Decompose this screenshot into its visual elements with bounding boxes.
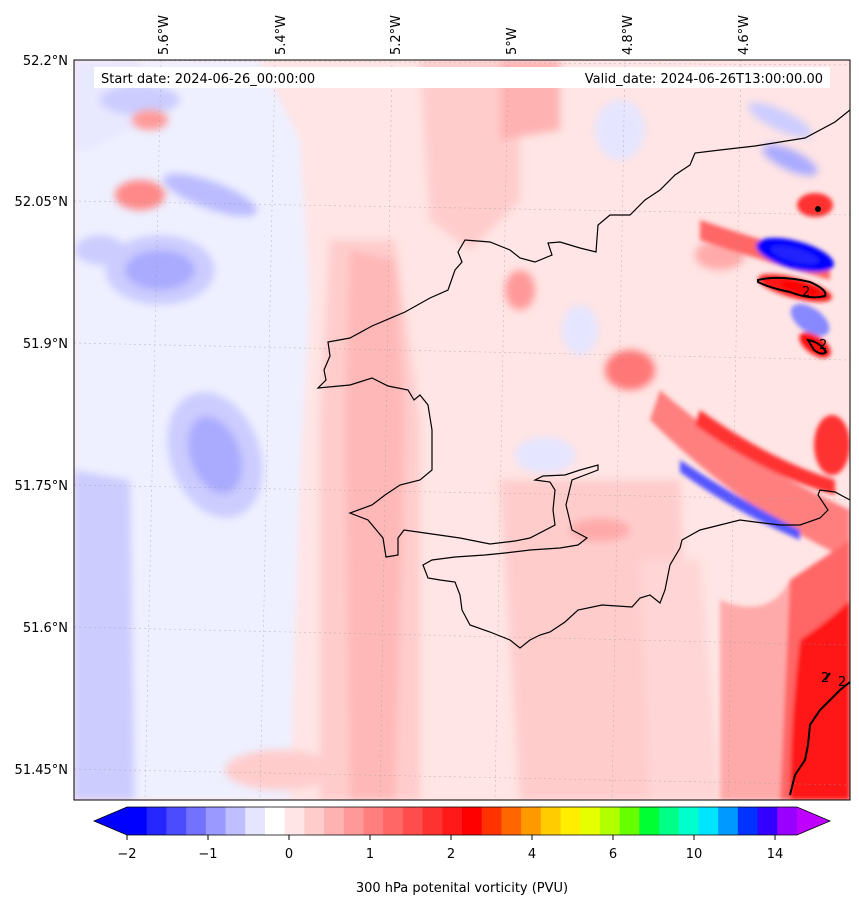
colorbar-cell xyxy=(560,807,581,835)
colorbar-cells xyxy=(127,807,798,835)
map-frame xyxy=(73,59,851,801)
colorbar-cell xyxy=(481,807,502,835)
colorbar-cell xyxy=(698,807,719,835)
colorbar-cell xyxy=(343,807,364,835)
colorbar: −2 −1 0 1 2 4 6 10 14 300 hPa potenital vorticit… xyxy=(92,806,832,896)
colorbar-cell xyxy=(166,807,187,835)
colorbar-cell xyxy=(264,807,286,835)
lon-label: 5.2°W xyxy=(389,15,404,55)
colorbar-cell xyxy=(757,807,778,835)
pv-field: 2 2 2 2 xyxy=(74,60,850,800)
colorbar-cell xyxy=(383,807,404,835)
lon-label: 4.8°W xyxy=(621,15,636,55)
contour-label: 2 xyxy=(838,675,846,690)
colorbar-cell xyxy=(501,807,522,835)
colorbar-tick-label: 14 xyxy=(767,847,784,862)
lat-label: 51.9°N xyxy=(23,337,68,352)
colorbar-cell xyxy=(718,807,739,835)
contour-label: 2 xyxy=(819,338,827,353)
negative-pv-regions xyxy=(74,60,818,800)
eastern-pv-streaks xyxy=(650,193,850,800)
colorbar-ticks: −2 −1 0 1 2 4 6 10 14 xyxy=(117,835,783,862)
colorbar-cell xyxy=(245,807,266,835)
lat-label: 51.75°N xyxy=(15,479,68,494)
colorbar-cell xyxy=(146,807,167,835)
lon-label: 5.6°W xyxy=(157,15,172,55)
colorbar-cell xyxy=(284,807,305,835)
colorbar-tick-label: 10 xyxy=(686,847,703,862)
positive-pv-bands xyxy=(115,60,745,800)
colorbar-cell xyxy=(639,807,660,835)
colorbar-cell xyxy=(304,807,325,835)
lon-label: 5°W xyxy=(505,27,520,55)
start-date-text: Start date: 2024-06-26_00:00:00 xyxy=(101,72,315,87)
colorbar-tick-label: −1 xyxy=(198,847,217,862)
colorbar-cell xyxy=(363,807,384,835)
colorbar-cell xyxy=(186,807,207,835)
colorbar-cell xyxy=(402,807,424,835)
contour-label: 2 xyxy=(821,671,829,686)
colorbar-cell xyxy=(462,807,483,835)
colorbar-cell xyxy=(324,807,345,835)
colorbar-under-arrow xyxy=(94,807,127,835)
colorbar-cell xyxy=(678,807,699,835)
colorbar-cell xyxy=(127,807,148,835)
graticule xyxy=(74,60,850,800)
colorbar-cell xyxy=(225,807,246,835)
pv-2-contours xyxy=(757,206,850,796)
colorbar-cell xyxy=(422,807,443,835)
lat-label: 51.6°N xyxy=(23,621,68,636)
colorbar-cell xyxy=(737,807,759,835)
colorbar-cell xyxy=(442,807,463,835)
colorbar-tick-label: 0 xyxy=(285,847,293,862)
colorbar-tick-label: −2 xyxy=(117,847,136,862)
coastline xyxy=(316,109,850,649)
lat-label: 52.05°N xyxy=(15,195,68,210)
colorbar-title: 300 hPa potenital vorticity (PVU) xyxy=(356,881,568,896)
lat-label: 52.2°N xyxy=(23,54,68,69)
colorbar-cell xyxy=(580,807,601,835)
header-bar xyxy=(94,67,830,88)
colorbar-cell xyxy=(659,807,680,835)
colorbar-cell xyxy=(205,807,227,835)
lon-tick-labels: 5.6°W 5.4°W 5.2°W 5°W 4.8°W 4.6°W xyxy=(157,15,752,55)
colorbar-tick-label: 2 xyxy=(447,847,455,862)
lon-label: 4.6°W xyxy=(737,15,752,55)
lat-tick-labels: 52.2°N 52.05°N 51.9°N 51.75°N 51.6°N 51.… xyxy=(15,54,68,778)
colorbar-cell xyxy=(619,807,640,835)
colorbar-cell xyxy=(599,807,621,835)
colorbar-cell xyxy=(521,807,542,835)
colorbar-tick-label: 6 xyxy=(609,847,617,862)
colorbar-cell xyxy=(777,807,798,835)
colorbar-tick-label: 1 xyxy=(366,847,374,862)
colorbar-cell xyxy=(540,807,562,835)
contour-label: 2 xyxy=(802,285,810,300)
colorbar-over-arrow xyxy=(797,807,830,835)
lon-label: 5.4°W xyxy=(274,15,289,55)
valid-date-text: Valid_date: 2024-06-26T13:00:00.00 xyxy=(585,72,823,87)
lat-label: 51.45°N xyxy=(15,763,68,778)
colorbar-tick-label: 4 xyxy=(528,847,536,862)
